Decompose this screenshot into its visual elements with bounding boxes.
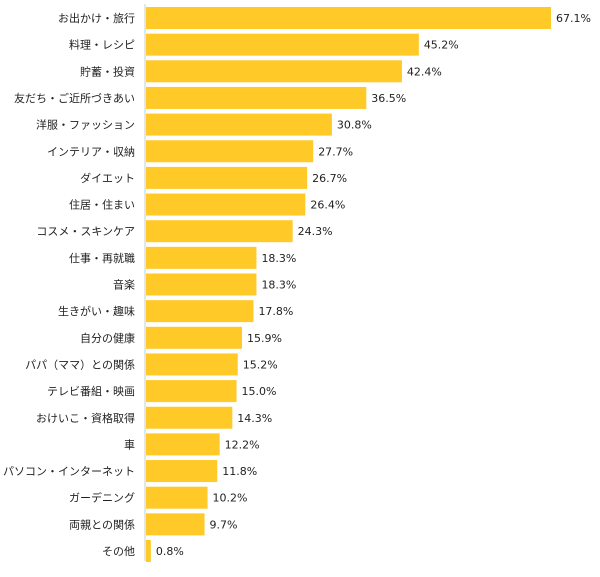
bar (146, 246, 257, 269)
category-label: パパ（ママ）との関係 (25, 358, 135, 371)
value-label: 15.9% (247, 332, 282, 345)
value-label: 26.7% (312, 172, 347, 185)
bar (146, 86, 367, 109)
bar (146, 353, 238, 376)
value-label: 12.2% (225, 438, 260, 451)
category-label: お出かけ・旅行 (58, 11, 135, 25)
bars-group (146, 7, 551, 562)
value-label: 11.8% (222, 465, 257, 478)
bar (146, 513, 205, 536)
category-label: 音楽 (113, 278, 135, 292)
category-label: 友だち・ご近所づきあい (14, 91, 135, 105)
value-label: 15.2% (243, 358, 278, 371)
category-label: パソコン・インターネット (3, 465, 135, 478)
bar (146, 193, 306, 216)
value-labels-group: 67.1% 45.2% 42.4% 36.5% 30.8% 27.7% 26.7% 26.4%… (156, 12, 591, 558)
value-label: 18.3% (261, 279, 296, 292)
category-label: テレビ番組・映画 (47, 385, 135, 398)
category-label: コスメ・スキンケア (36, 225, 135, 238)
category-label: ダイエット (80, 171, 135, 185)
bar (146, 273, 257, 296)
bar (146, 300, 254, 323)
value-label: 9.7% (210, 518, 238, 531)
value-label: 26.4% (310, 199, 345, 212)
value-label: 36.5% (371, 92, 406, 105)
bar (146, 220, 293, 243)
category-label: 両親との関係 (69, 518, 135, 531)
category-labels-group: お出かけ・旅行料理・レシピ貯蓄・投資友だち・ご近所づきあい洋服・ファッションイン… (3, 11, 135, 558)
category-label: 住居・住まい (69, 198, 135, 212)
value-label: 30.8% (337, 119, 372, 132)
value-label: 14.3% (237, 412, 272, 425)
bar (146, 7, 551, 29)
bar (146, 166, 308, 189)
category-label: インテリア・収納 (47, 145, 135, 158)
value-label: 10.2% (213, 492, 248, 505)
value-label: 24.3% (298, 225, 333, 238)
value-label: 0.8% (156, 545, 184, 558)
category-label: 仕事・再就職 (69, 251, 135, 265)
category-label: おけいこ・資格取得 (36, 411, 135, 425)
bar (146, 460, 218, 483)
bar (146, 140, 314, 163)
value-label: 15.0% (242, 385, 277, 398)
bar (146, 540, 151, 562)
value-label: 42.4% (407, 65, 442, 78)
category-label: 料理・レシピ (69, 38, 135, 52)
bar (146, 406, 233, 429)
bar (146, 113, 332, 136)
value-label: 27.7% (318, 145, 353, 158)
value-label: 18.3% (261, 252, 296, 265)
bar (146, 326, 242, 349)
category-label: 貯蓄・投資 (80, 64, 135, 78)
bar (146, 60, 402, 83)
category-label: 車 (124, 437, 135, 451)
category-label: 自分の健康 (80, 331, 135, 345)
value-label: 67.1% (556, 12, 591, 25)
category-label: 洋服・ファッション (36, 118, 135, 132)
value-label: 17.8% (258, 305, 293, 318)
value-label: 45.2% (424, 39, 459, 52)
bar (146, 380, 237, 403)
bar (146, 33, 419, 56)
category-label: その他 (102, 545, 135, 558)
bar (146, 433, 220, 456)
category-label: ガーデニング (69, 491, 135, 505)
bar (146, 486, 208, 509)
category-label: 生きがい・趣味 (58, 304, 135, 318)
